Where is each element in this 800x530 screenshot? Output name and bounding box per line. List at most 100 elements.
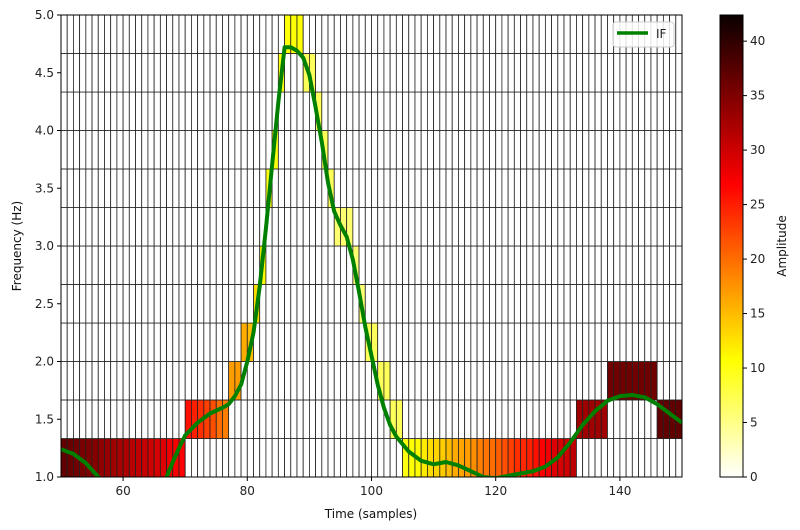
heatmap-cell	[364, 14, 372, 54]
heatmap-cell	[122, 14, 130, 54]
colorbar-segment	[720, 337, 743, 340]
heatmap-cell	[284, 130, 292, 170]
heatmap-cell	[650, 91, 658, 131]
heatmap-cell	[594, 284, 602, 324]
heatmap-cell	[122, 399, 130, 439]
heatmap-cell	[675, 14, 683, 54]
heatmap-cell	[234, 207, 242, 247]
colorbar-tick-label: 0	[750, 470, 758, 484]
heatmap-cell	[315, 207, 323, 247]
heatmap-cell	[128, 14, 136, 54]
heatmap-cell	[352, 168, 360, 208]
heatmap-cell	[371, 284, 379, 324]
heatmap-cell	[669, 438, 677, 478]
heatmap-cell	[600, 168, 608, 208]
heatmap-cell	[184, 438, 192, 478]
heatmap-cell	[321, 53, 329, 93]
heatmap-cell	[489, 53, 497, 93]
heatmap-cell	[482, 361, 490, 401]
heatmap-cell	[104, 245, 112, 285]
heatmap-cell	[644, 438, 652, 478]
heatmap-cell	[650, 130, 658, 170]
heatmap-cell	[389, 284, 397, 324]
heatmap-cell	[327, 14, 335, 54]
heatmap-cell-active	[110, 438, 118, 478]
heatmap-cell	[321, 284, 329, 324]
heatmap-cell-active	[482, 438, 490, 478]
heatmap-cell-active	[476, 438, 484, 478]
heatmap-cell-active	[153, 438, 161, 478]
heatmap-cell	[495, 361, 503, 401]
heatmap-cell	[414, 168, 422, 208]
heatmap-cell	[277, 322, 285, 362]
heatmap-cell	[153, 207, 161, 247]
heatmap-cell	[184, 130, 192, 170]
heatmap-cell	[66, 399, 74, 439]
heatmap-cell	[600, 322, 608, 362]
colorbar-segment	[720, 65, 743, 68]
heatmap-cell	[631, 207, 639, 247]
y-tick-label: 3.5	[35, 181, 54, 195]
colorbar-segment	[720, 411, 743, 414]
heatmap-cell	[60, 130, 68, 170]
heatmap-cell	[259, 399, 267, 439]
heatmap-cell	[445, 91, 453, 131]
heatmap-cell	[302, 14, 310, 54]
heatmap-cell	[383, 168, 391, 208]
heatmap-cell	[588, 207, 596, 247]
heatmap-cell	[557, 14, 565, 54]
heatmap-cell	[290, 130, 298, 170]
heatmap-cell	[532, 130, 540, 170]
heatmap-cell	[582, 207, 590, 247]
heatmap-cell	[656, 284, 664, 324]
heatmap-cell	[675, 245, 683, 285]
heatmap-cell	[433, 14, 441, 54]
colorbar-segment	[720, 383, 743, 386]
heatmap-cell	[358, 207, 366, 247]
colorbar-segment	[720, 193, 743, 196]
heatmap-cell	[445, 168, 453, 208]
heatmap-cell	[209, 207, 217, 247]
heatmap-cell	[66, 130, 74, 170]
colorbar-segment	[720, 415, 743, 418]
heatmap-cell	[85, 14, 93, 54]
heatmap-cell	[582, 53, 590, 93]
heatmap-cell	[507, 399, 515, 439]
heatmap-cell-active	[507, 438, 515, 478]
colorbar-segment	[720, 303, 743, 306]
heatmap-cell	[470, 168, 478, 208]
heatmap-cell	[470, 14, 478, 54]
colorbar-segment	[720, 239, 743, 242]
heatmap-cell	[315, 14, 323, 54]
heatmap-cell	[482, 207, 490, 247]
colorbar-segment	[720, 327, 743, 330]
heatmap-cell	[166, 361, 174, 401]
heatmap-cell	[352, 322, 360, 362]
heatmap-cell-active	[495, 438, 503, 478]
colorbar-segment	[720, 315, 743, 318]
heatmap-cell	[104, 168, 112, 208]
heatmap-cell	[675, 322, 683, 362]
heatmap-cell	[234, 245, 242, 285]
heatmap-cell	[538, 130, 546, 170]
colorbar-segment	[720, 259, 743, 262]
heatmap-cell	[482, 168, 490, 208]
heatmap-cell	[358, 438, 366, 478]
heatmap-cell	[662, 245, 670, 285]
colorbar-segment	[720, 115, 743, 118]
heatmap-cell	[209, 322, 217, 362]
heatmap-cell	[97, 361, 105, 401]
heatmap-cell	[619, 130, 627, 170]
heatmap-cell	[526, 14, 534, 54]
heatmap-cell	[91, 53, 99, 93]
heatmap-cell	[197, 284, 205, 324]
heatmap-cell	[557, 207, 565, 247]
heatmap-cell	[433, 322, 441, 362]
heatmap-cell	[669, 53, 677, 93]
heatmap-cell	[563, 91, 571, 131]
colorbar-segment	[720, 181, 743, 184]
heatmap-cell	[184, 245, 192, 285]
heatmap-cell	[110, 207, 118, 247]
heatmap-cell	[215, 168, 223, 208]
heatmap-cell	[259, 438, 267, 478]
